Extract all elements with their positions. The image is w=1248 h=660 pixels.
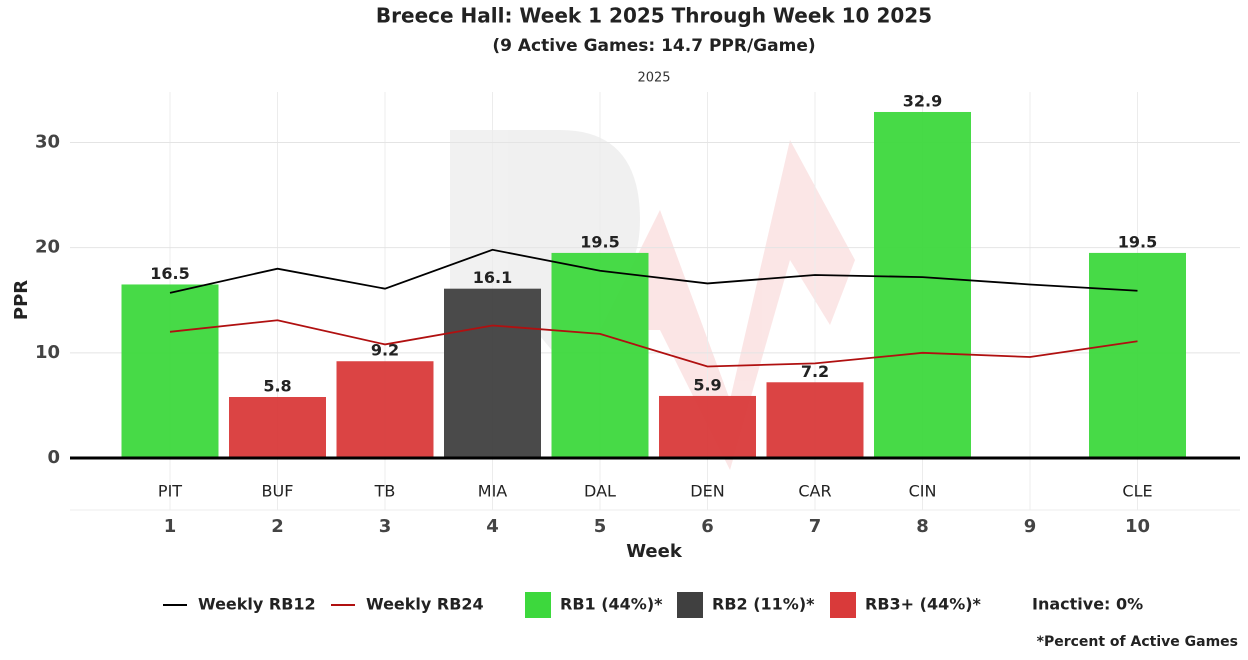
x-tick-label: 4 <box>486 516 499 537</box>
opponent-label: CIN <box>909 482 937 501</box>
value-label: 19.5 <box>580 232 619 251</box>
bar <box>229 397 326 458</box>
legend-swatch <box>525 592 551 618</box>
value-label: 5.9 <box>693 375 721 394</box>
opponent-label: DEN <box>690 482 724 501</box>
value-label: 32.9 <box>903 91 942 110</box>
y-tick-label: 20 <box>35 237 60 258</box>
value-label: 7.2 <box>801 362 829 381</box>
value-label: 16.1 <box>473 268 512 287</box>
bar <box>659 395 756 458</box>
x-tick-label: 8 <box>916 516 929 537</box>
legend-swatch <box>830 592 856 618</box>
opponent-label: MIA <box>478 482 508 501</box>
x-tick-label: 7 <box>809 516 822 537</box>
opponent-label: DAL <box>584 482 616 501</box>
facet-label: 2025 <box>637 71 670 86</box>
opponent-label: PIT <box>158 482 182 501</box>
x-axis-label: Week <box>626 541 683 562</box>
y-tick-label: 30 <box>35 131 60 152</box>
bar <box>336 361 434 458</box>
y-axis-label: PPR <box>11 280 32 320</box>
line <box>169 248 1138 294</box>
watermark-r <box>450 130 640 360</box>
x-tick-label: 10 <box>1125 516 1150 537</box>
footnote: *Percent of Active Games <box>1037 634 1238 650</box>
legend-label: RB3+ (44%)* <box>865 595 982 614</box>
y-tick-label: 0 <box>47 447 60 468</box>
x-tick-label: 6 <box>701 516 714 537</box>
x-tick-label: 2 <box>271 516 284 537</box>
x-tick-label: 9 <box>1024 516 1037 537</box>
value-label: 19.5 <box>1118 232 1157 251</box>
value-label: 5.8 <box>263 377 291 396</box>
chart-subtitle: (9 Active Games: 14.7 PPR/Game) <box>492 36 815 56</box>
y-tick-label: 10 <box>35 342 60 363</box>
watermark-v <box>600 140 855 470</box>
legend-label: Weekly RB24 <box>366 595 484 614</box>
opponent-label: TB <box>374 482 396 501</box>
opponent-label: CLE <box>1122 482 1152 501</box>
bar <box>551 252 649 458</box>
bar <box>874 111 971 458</box>
chart-title: Breece Hall: Week 1 2025 Through Week 10… <box>376 4 932 28</box>
legend-label: Weekly RB12 <box>198 595 316 614</box>
bar <box>444 288 541 458</box>
legend-swatch <box>677 592 703 618</box>
x-tick-label: 3 <box>379 516 392 537</box>
bar <box>121 284 219 458</box>
line <box>169 319 1138 368</box>
legend-label: RB2 (11%)* <box>712 595 815 614</box>
inactive-label: Inactive: 0% <box>1032 595 1143 614</box>
bar <box>1089 252 1186 458</box>
x-tick-label: 5 <box>594 516 607 537</box>
opponent-label: BUF <box>262 482 294 501</box>
watermark <box>450 130 855 470</box>
opponent-label: CAR <box>798 482 831 501</box>
value-label: 16.5 <box>150 264 189 283</box>
x-tick-label: 1 <box>164 516 177 537</box>
value-label: 9.2 <box>371 341 399 360</box>
bar <box>766 382 864 458</box>
legend-label: RB1 (44%)* <box>560 595 663 614</box>
